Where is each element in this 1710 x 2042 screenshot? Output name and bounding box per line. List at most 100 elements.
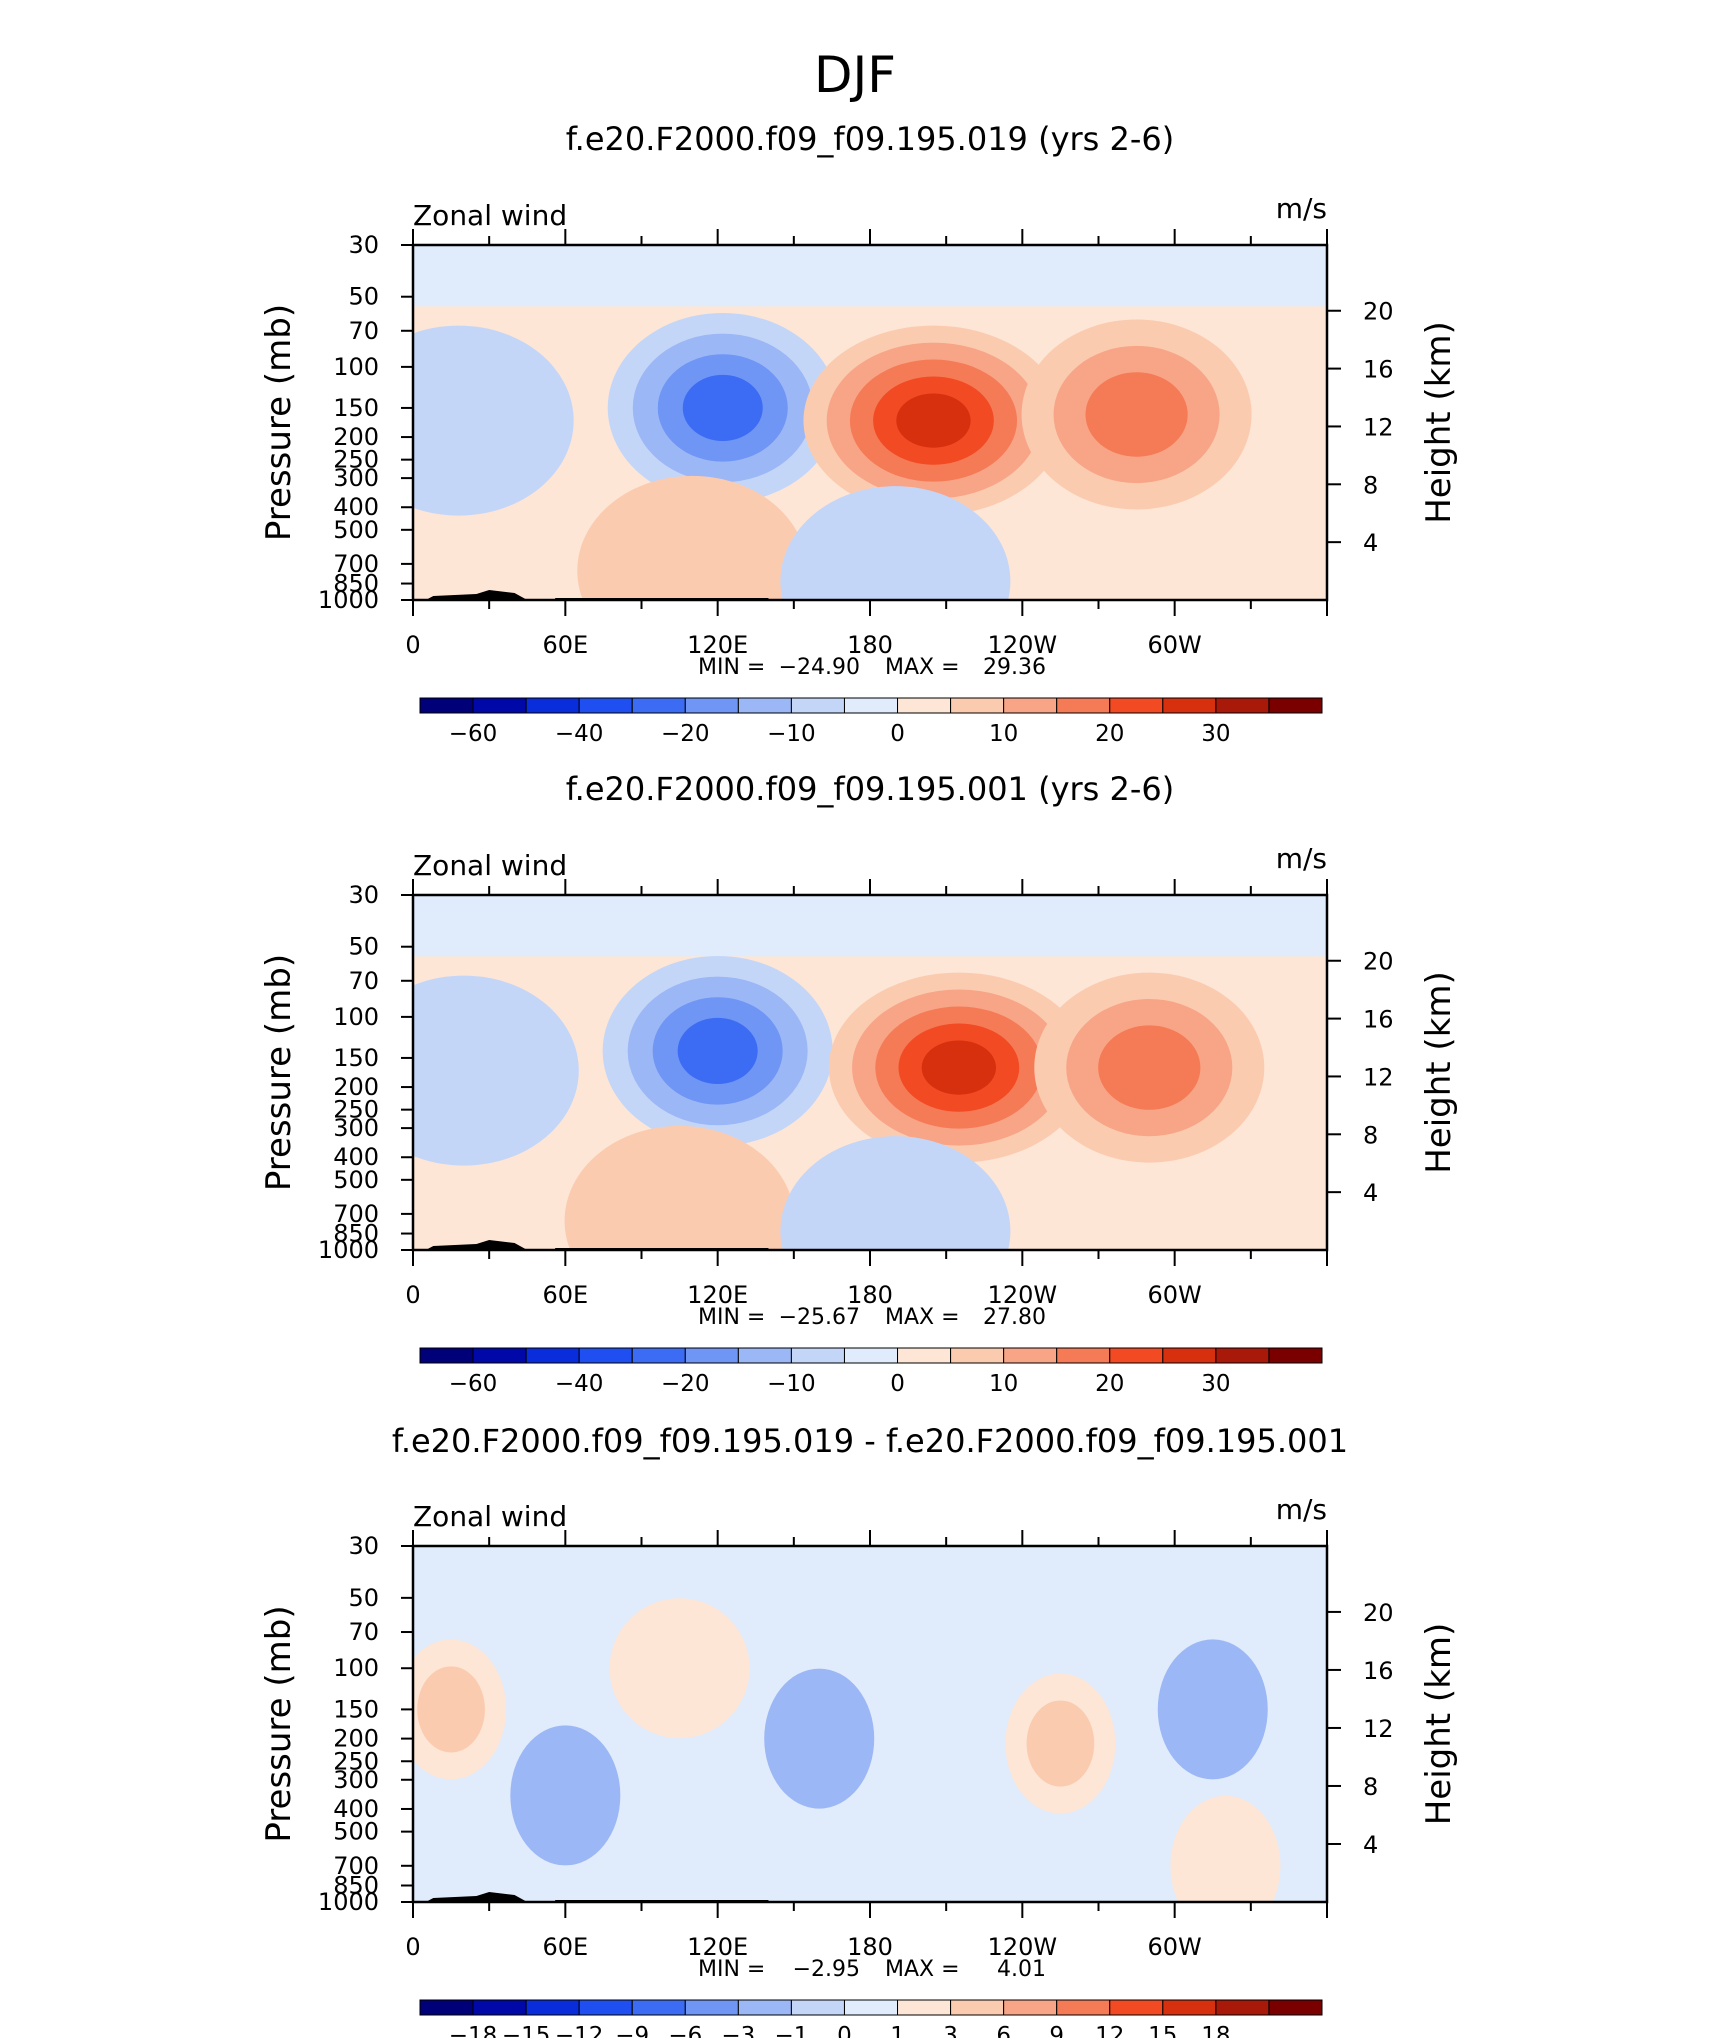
contour-level [1026,1700,1095,1787]
colorbar-swatch [790,1347,845,1364]
colorbar-label: −10 [767,1371,816,1397]
max-value: 29.36 [983,655,1046,680]
y-tick-label: 1000 [318,1236,379,1264]
contour-level [413,325,574,516]
colorbar-swatch [790,1999,845,2016]
x-tick-label: 60E [542,1933,588,1961]
min-label: MIN = [698,1957,765,1982]
x-tick-label: 180 [847,631,893,659]
x-tick-label: 120E [687,1933,748,1961]
panel-units-label: m/s [1276,192,1327,225]
chart-panel-3: f.e20.F2000.f09_f09.195.019 - f.e20.F200… [259,1422,1459,2042]
field-upper-band [413,245,1327,307]
colorbar-label: −9 [615,2023,649,2038]
contour-level [896,393,971,448]
colorbar-swatch [737,1999,792,2016]
contour-field [413,895,1327,1250]
y-right-tick-label: 20 [1363,298,1394,326]
y-tick-label: 70 [348,317,379,345]
y-tick-label: 150 [333,1695,379,1723]
colorbar-swatch [1109,1347,1164,1364]
colorbar-swatch [1162,1347,1217,1364]
colorbar-swatch [684,697,739,714]
colorbar-label: 3 [943,2023,958,2038]
y-tick-label: 700 [333,1200,379,1228]
x-tick-label: 120W [988,631,1058,659]
colorbar-swatch [578,1347,633,1364]
colorbar-swatch [1268,697,1323,714]
max-label: MAX = [885,1957,960,1982]
y-right-tick-label: 4 [1363,529,1378,557]
x-tick-label: 0 [405,1281,420,1309]
contour-level [510,1725,621,1866]
colorbar-swatch [525,1347,580,1364]
y-tick-label: 250 [333,446,379,474]
contour-level [764,1668,875,1809]
contour-level [564,1125,795,1250]
contour-level [677,1017,758,1084]
min-value: −2.95 [793,1957,860,1982]
y-right-tick-label: 20 [1363,948,1394,976]
colorbar-swatch [1109,1999,1164,2016]
colorbar-swatch [950,697,1005,714]
y-right-tick-label: 8 [1363,1121,1378,1149]
y-right-tick-label: 8 [1363,471,1378,499]
colorbar-label: 12 [1095,2023,1124,2038]
panel-left-label: Zonal wind [413,199,567,232]
colorbar-label: 10 [989,721,1018,747]
colorbar-swatch [843,1347,899,1364]
panel-units-label: m/s [1276,842,1327,875]
colorbar-label: −40 [555,1371,604,1397]
topography [425,1240,528,1250]
y-right-axis-label: Height (km) [1419,1623,1459,1826]
colorbar-swatch [897,1347,952,1364]
y-right-tick-label: 20 [1363,1599,1394,1627]
y-tick-label: 50 [348,283,379,311]
y-right-tick-label: 12 [1363,1715,1394,1743]
y-right-tick-label: 4 [1363,1179,1378,1207]
x-tick-label: 120W [988,1281,1058,1309]
y-tick-label: 700 [333,1852,379,1880]
contour-level [1085,372,1188,457]
y-tick-label: 50 [348,933,379,961]
panel-left-label: Zonal wind [413,1500,567,1533]
x-tick-label: 60E [542,631,588,659]
colorbar-swatch [472,1999,527,2016]
topography [425,590,528,600]
contour-level [1098,1025,1201,1110]
colorbar-swatch [1109,697,1164,714]
x-tick-label: 60W [1148,1933,1202,1961]
y-tick-label: 400 [333,493,379,521]
x-tick-label: 60E [542,1281,588,1309]
colorbar-label: −6 [668,2023,702,2038]
x-tick-label: 120E [687,631,748,659]
colorbar-swatch [1215,697,1270,714]
y-tick-label: 100 [333,1003,379,1031]
panel-title: f.e20.F2000.f09_f09.195.019 - f.e20.F200… [392,1422,1348,1460]
y-tick-label: 200 [333,1725,379,1753]
y-tick-label: 250 [333,1096,379,1124]
y-tick-label: 1000 [318,1888,379,1916]
y-tick-label: 150 [333,394,379,422]
colorbar-swatch [684,1999,739,2016]
colorbar-swatch [1003,697,1058,714]
min-label: MIN = [698,655,765,680]
colorbar-swatch [897,1999,952,2016]
colorbar-swatch [950,1347,1005,1364]
y-tick-label: 400 [333,1143,379,1171]
x-tick-label: 180 [847,1281,893,1309]
y-right-axis-label: Height (km) [1419,971,1459,1174]
y-tick-label: 150 [333,1044,379,1072]
colorbar-label: −3 [721,2023,755,2038]
colorbar-swatch [525,697,580,714]
colorbar-swatch [631,1347,686,1364]
colorbar-swatch [737,1347,792,1364]
max-value: 4.01 [997,1957,1046,1982]
colorbar-swatch [737,697,792,714]
y-tick-label: 100 [333,1654,379,1682]
colorbar-label: −10 [767,721,816,747]
topography [425,1892,528,1902]
y-axis-label: Pressure (mb) [259,1605,299,1842]
contour-level [577,475,808,600]
